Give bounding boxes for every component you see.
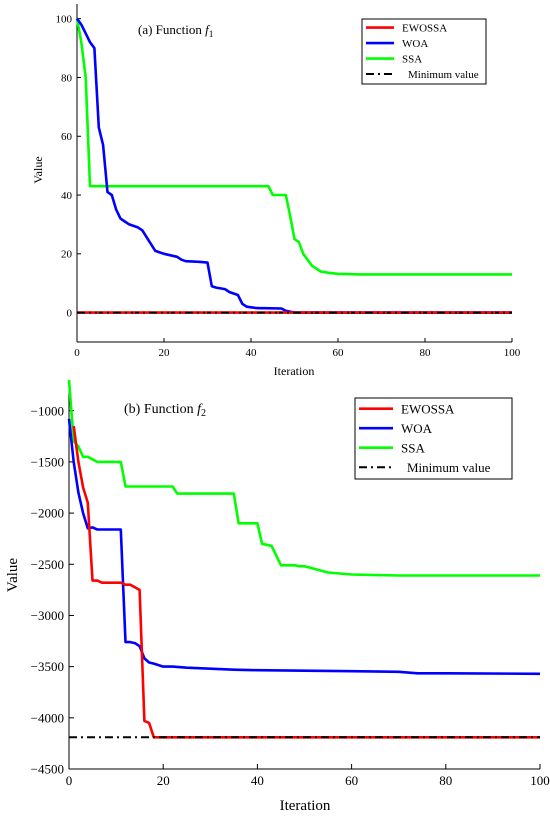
chart1-x-tick-label: 60 [333,347,345,359]
chart2-y-tick-label: −2500 [31,557,64,572]
chart1-legend-label: EWOSSA [402,22,447,34]
chart1-title-prefix: (a) Function [138,22,205,37]
chart2-y-tick-label: −3500 [31,659,64,674]
chart2-y-tick-label: −2000 [31,506,64,521]
chart2-x-tick-label: 60 [345,773,358,788]
chart2-legend-label: WOA [401,421,433,436]
chart2-x-tick-label: 20 [157,773,170,788]
chart1-title-var: f [205,22,211,37]
chart1-legend-label: Minimum value [408,69,479,81]
chart2-legend-label: SSA [401,440,425,455]
chart1-series-woa [75,17,512,314]
chart1-y-tick-label: 0 [67,307,73,319]
chart1-y-tick-label: 60 [61,131,73,143]
chart1-x-tick-label: 20 [159,347,171,359]
chart1-y-axis-label: Value [31,156,45,183]
chart2-y-axis-label: Value [5,558,21,592]
chart2-y-tick-label: −1000 [31,403,64,418]
chart2-x-tick-label: 40 [251,773,264,788]
chart2-y-tick-label: −4500 [31,762,64,777]
chart1-y-tick-label: 40 [61,190,73,202]
chart1-y-tick-label: 20 [61,249,73,261]
chart2-x-tick-label: 100 [530,773,550,788]
chart1-legend-label: WOA [402,38,428,50]
chart2-legend-label: EWOSSA [401,401,455,416]
chart2-title-prefix: (b) Function [124,402,197,417]
chart2-x-tick-label: 80 [439,773,452,788]
chart1-x-axis-label: Iteration [274,364,315,378]
chart2-y-tick-label: −1500 [31,454,64,469]
chart2-y-tick-label: −4000 [31,710,64,725]
chart1-legend: EWOSSA WOA SSA Minimum value [361,18,487,85]
chart1-plot: 0 20 40 60 80 100 0 20 40 60 80 100 Iteration Value (a… [31,4,521,378]
chart1-title-sub: 1 [209,30,214,40]
chart2-legend: EWOSSA WOA SSA Minimum value [354,397,513,480]
chart2-title-sub: 2 [201,408,206,419]
chart1-legend-box [361,18,487,85]
chart1-y-tick-label: 80 [61,72,73,84]
chart1-x-tick-label: 0 [74,347,80,359]
chart1-x-tick-label: 100 [504,347,521,359]
chart1-legend-label: SSA [402,53,422,65]
chart1-title: (a) Function f1 [138,22,214,40]
chart2-title: (b) Function f2 [124,402,206,419]
chart2-plot: 0 20 40 60 80 100 −1000 −1500 −2000 −2500 −3000 −35… [5,379,550,814]
chart1-y-tick-label: 100 [56,14,73,26]
chart2-y-tick-label: −3000 [31,608,64,623]
chart2-series-ewossa [72,425,540,739]
chart2-title-var: f [197,402,203,417]
chart1-x-tick-label: 40 [246,347,258,359]
chart2-x-tick-label: 0 [66,773,73,788]
chart1-series-ssa [75,18,512,276]
chart2-legend-label: Minimum value [407,460,491,475]
chart2-x-axis-label: Iteration [280,798,331,814]
chart2-legend-box [354,397,513,480]
chart2-series-ssa [67,379,540,577]
chart1-x-tick-label: 80 [420,347,432,359]
